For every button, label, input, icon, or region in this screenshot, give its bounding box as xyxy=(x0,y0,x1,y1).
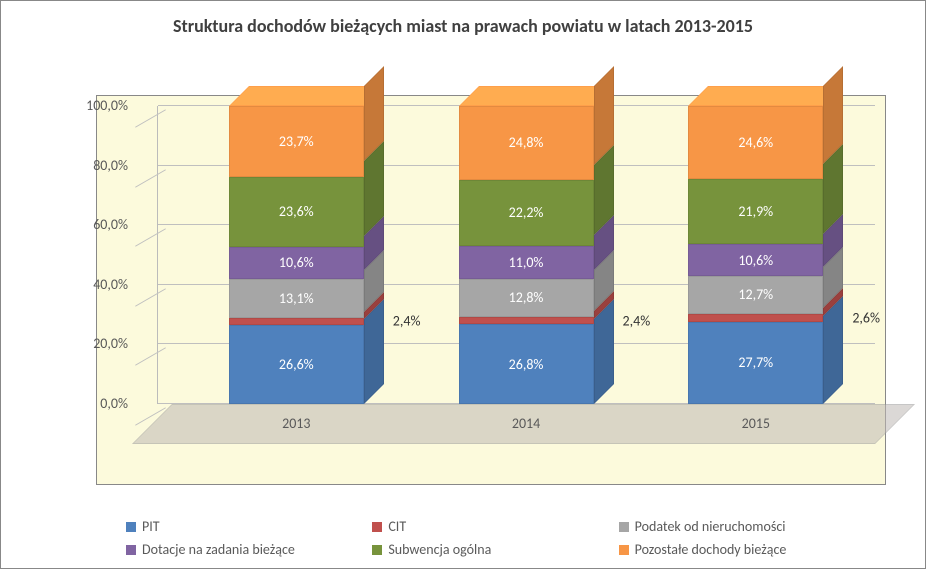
legend-label: Dotacje na zadania bieżące xyxy=(142,541,295,558)
data-label: 23,6% xyxy=(279,203,314,220)
legend-swatch xyxy=(126,545,136,555)
legend-label: CIT xyxy=(388,518,406,535)
legend-item-cit: CIT xyxy=(372,518,608,535)
data-label: 24,6% xyxy=(738,134,773,151)
y-tick-label: 40,0% xyxy=(70,276,128,293)
chart-container: Struktura dochodów bieżących miast na pr… xyxy=(0,0,926,569)
bar-top-cap xyxy=(229,86,384,106)
data-label: 26,6% xyxy=(279,356,314,373)
legend-label: Subwencja ogólna xyxy=(388,541,491,558)
legend-item-pozostale: Pozostałe dochody bieżące xyxy=(619,541,855,558)
legend-swatch xyxy=(126,522,136,532)
data-label: 21,9% xyxy=(738,203,773,220)
legend-label: Pozostałe dochody bieżące xyxy=(635,541,787,558)
bar-group: 26,6%2,4%13,1%10,6%23,6%23,7%2013 xyxy=(229,106,364,404)
bar-segment-pit: 26,6% xyxy=(229,325,364,404)
legend-swatch xyxy=(619,545,629,555)
bar-segment-pozostale: 23,7% xyxy=(229,106,364,177)
bar-segment-podatek: 12,8% xyxy=(459,279,594,317)
bar-group: 26,8%2,4%12,8%11,0%22,2%24,8%2014 xyxy=(459,106,594,404)
data-label: 2,6% xyxy=(852,309,880,326)
bar-segment-dotacje: 11,0% xyxy=(459,246,594,279)
bar-segment-pozostale: 24,6% xyxy=(688,106,823,179)
bar-segment-subwencja: 21,9% xyxy=(688,179,823,244)
bar-top-cap xyxy=(459,86,614,106)
y-tick-label: 60,0% xyxy=(70,216,128,233)
bar-segment-podatek: 13,1% xyxy=(229,279,364,318)
bar-segment-pit: 26,8% xyxy=(459,324,594,404)
bar-side xyxy=(823,66,843,404)
data-label: 10,6% xyxy=(279,254,314,271)
legend-item-dotacje: Dotacje na zadania bieżące xyxy=(126,541,362,558)
legend-swatch xyxy=(619,522,629,532)
x-category-label: 2014 xyxy=(459,415,594,432)
bar-segment-cit: 2,4% xyxy=(229,318,364,325)
data-label: 2,4% xyxy=(393,313,421,330)
plot-area: 0,0%20,0%40,0%60,0%80,0%100,0% 26,6%2,4%… xyxy=(96,95,886,485)
bar-segment-dotacje: 10,6% xyxy=(688,244,823,276)
x-category-label: 2015 xyxy=(688,415,823,432)
data-label: 12,7% xyxy=(738,286,773,303)
legend-item-podatek: Podatek od nieruchomości xyxy=(619,518,855,535)
legend-label: Podatek od nieruchomości xyxy=(635,518,786,535)
bar-top-cap xyxy=(688,86,843,106)
legend-swatch xyxy=(372,545,382,555)
legend-item-pit: PIT xyxy=(126,518,362,535)
y-tick-label: 0,0% xyxy=(70,395,128,412)
bar-segment-pit: 27,7% xyxy=(688,322,823,404)
bar-segment-cit: 2,4% xyxy=(459,317,594,324)
data-label: 27,7% xyxy=(738,354,773,371)
bar-group: 27,7%2,6%12,7%10,6%21,9%24,6%2015 xyxy=(688,106,823,404)
y-tick-label: 20,0% xyxy=(70,335,128,352)
chart-bars: 26,6%2,4%13,1%10,6%23,6%23,7%201326,8%2,… xyxy=(157,106,875,404)
chart-title: Struktura dochodów bieżących miast na pr… xyxy=(1,1,925,38)
data-label: 22,2% xyxy=(509,204,544,221)
legend-label: PIT xyxy=(142,518,160,535)
bar-segment-podatek: 12,7% xyxy=(688,276,823,314)
bar-segment-cit: 2,6% xyxy=(688,314,823,322)
y-tick-label: 80,0% xyxy=(70,157,128,174)
legend-item-subwencja: Subwencja ogólna xyxy=(372,541,608,558)
bar-segment-subwencja: 23,6% xyxy=(229,177,364,247)
data-label: 2,4% xyxy=(623,312,651,329)
legend-swatch xyxy=(372,522,382,532)
bar-segment-pozostale: 24,8% xyxy=(459,106,594,180)
y-tick-label: 100,0% xyxy=(70,97,128,114)
bar-side xyxy=(594,66,614,404)
chart-legend: PIT CIT Podatek od nieruchomości Dotacje na… xyxy=(96,518,885,558)
data-label: 12,8% xyxy=(509,289,544,306)
data-label: 26,8% xyxy=(509,356,544,373)
bar-side xyxy=(364,66,384,404)
data-label: 23,7% xyxy=(279,133,314,150)
x-category-label: 2013 xyxy=(229,415,364,432)
bar-segment-dotacje: 10,6% xyxy=(229,247,364,279)
bar-segment-subwencja: 22,2% xyxy=(459,180,594,246)
data-label: 24,8% xyxy=(509,134,544,151)
data-label: 10,6% xyxy=(738,252,773,269)
data-label: 11,0% xyxy=(509,254,544,271)
data-label: 13,1% xyxy=(279,290,314,307)
